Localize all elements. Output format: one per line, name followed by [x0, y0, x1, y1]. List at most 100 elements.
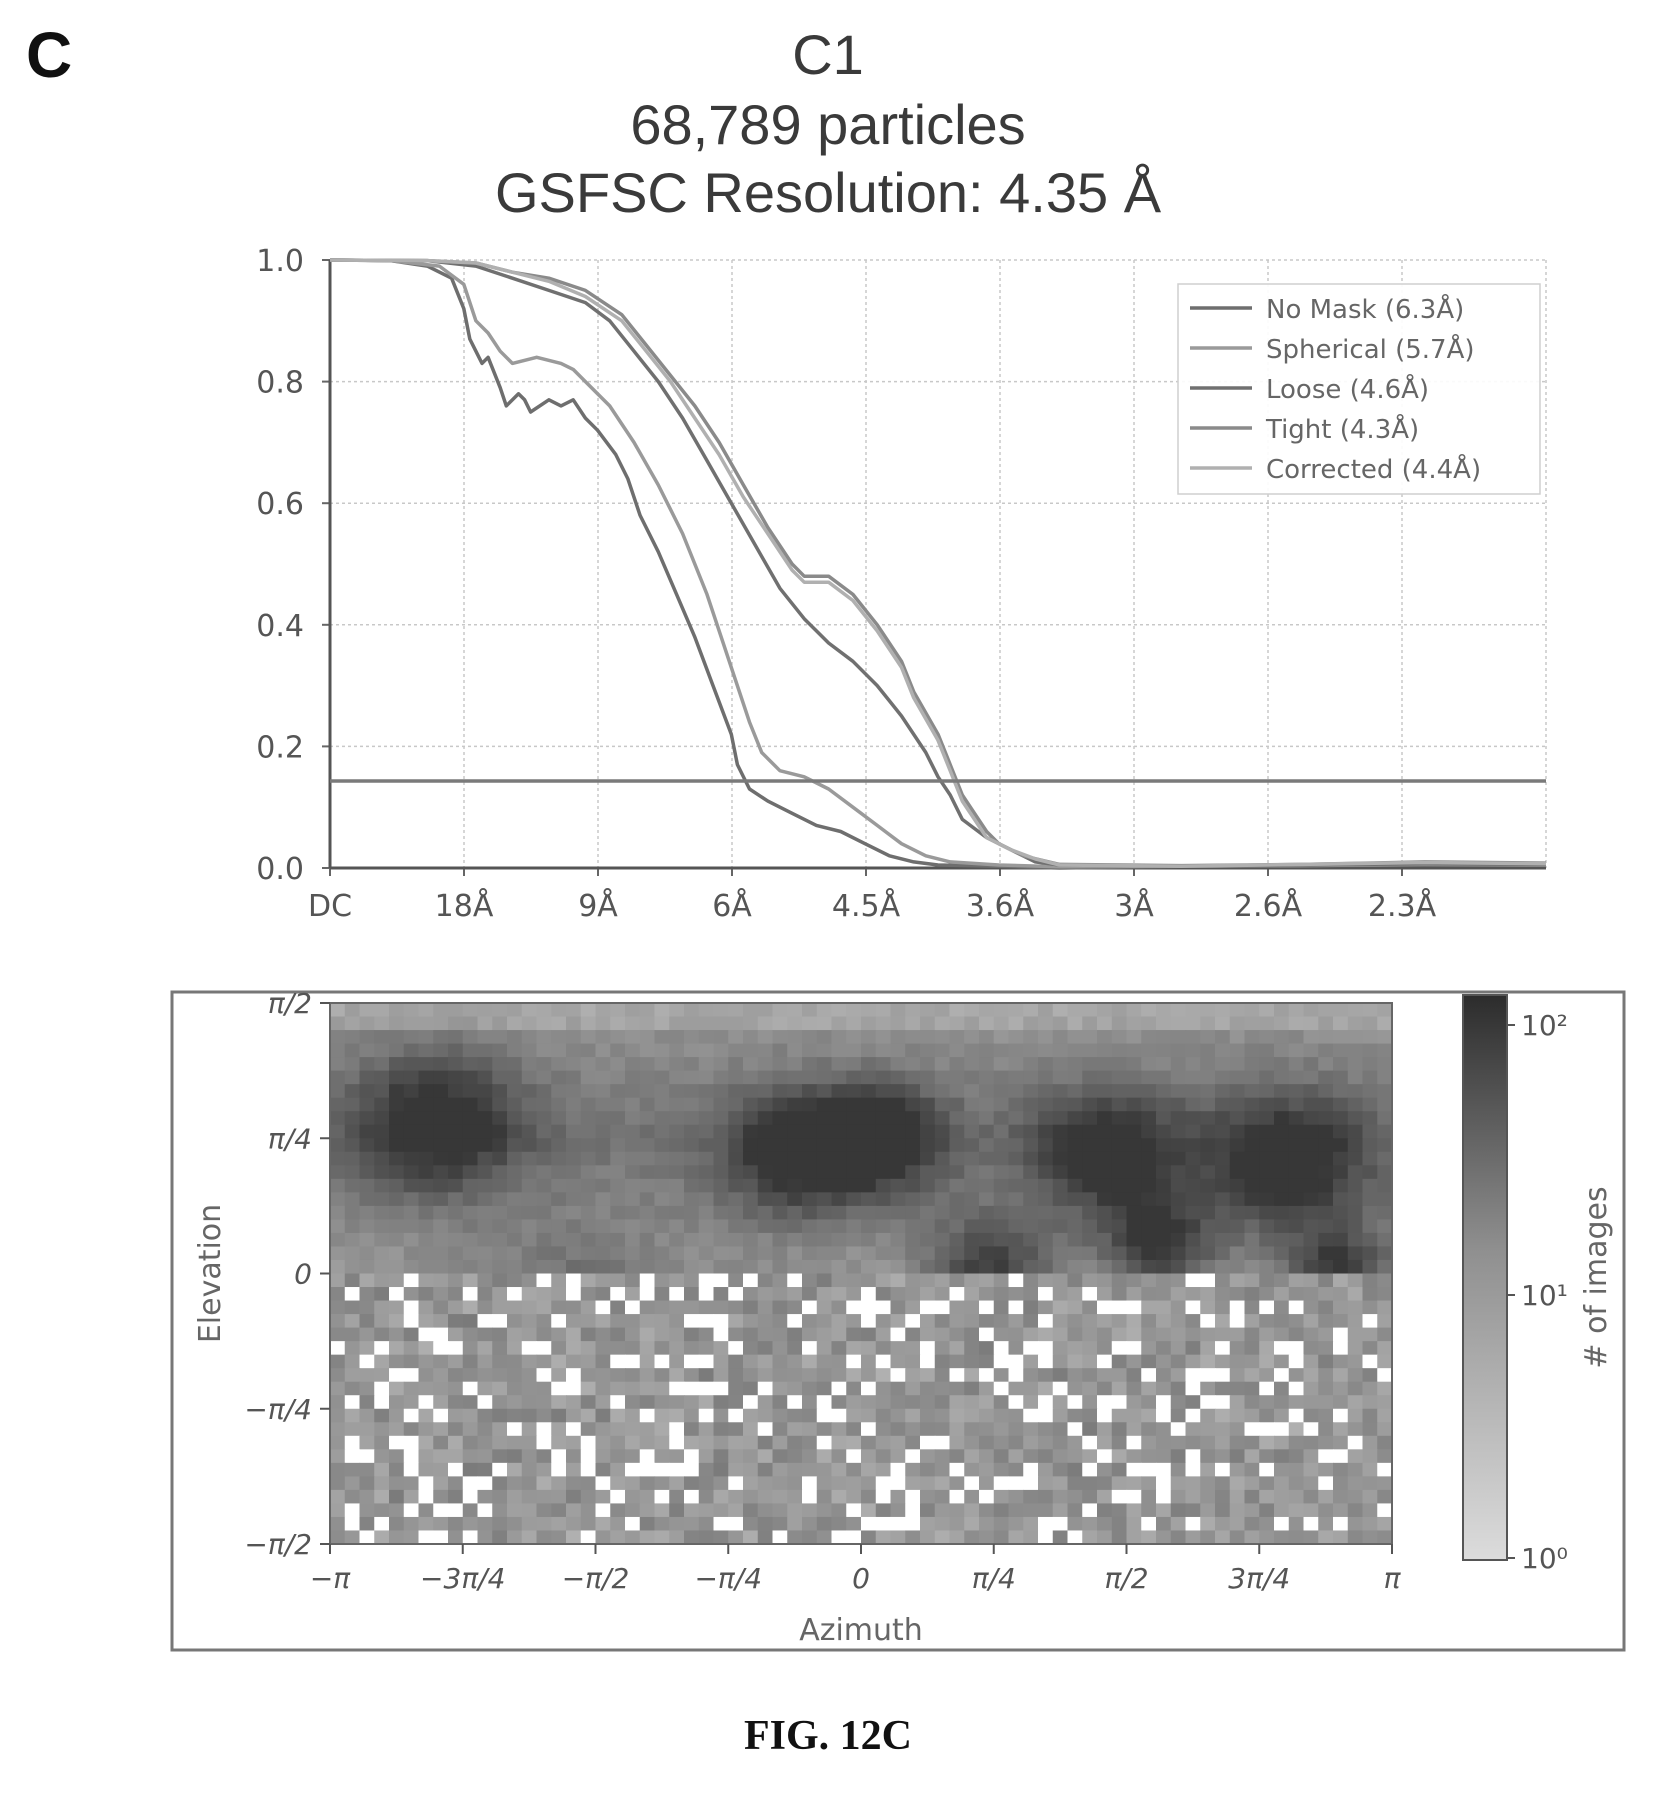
heatmap-cell	[846, 1408, 862, 1423]
heatmap-cell	[905, 1314, 921, 1329]
heatmap-cell	[1111, 1462, 1128, 1477]
heatmap-cell	[551, 1246, 567, 1261]
heatmap-cell	[1067, 1097, 1083, 1112]
heatmap-cell	[462, 1219, 479, 1234]
heatmap-cell	[684, 1287, 700, 1302]
heatmap-cell	[1141, 1016, 1157, 1031]
heatmap-cell	[580, 1368, 597, 1383]
heatmap-cell	[1333, 1219, 1349, 1234]
heatmap-cell	[1156, 1232, 1172, 1248]
heatmap-cell	[433, 1057, 449, 1072]
heatmap-cell	[521, 1084, 538, 1099]
heatmap-cell	[1082, 1138, 1098, 1153]
heatmap-cell	[1156, 1151, 1172, 1166]
heatmap-cell	[743, 1165, 759, 1180]
heatmap-cell	[654, 1178, 670, 1193]
heatmap-cell	[359, 1516, 375, 1532]
heatmap-cell	[831, 1111, 847, 1126]
heatmap-cell	[743, 1003, 759, 1018]
heatmap-cell	[861, 1287, 877, 1302]
heatmap-cell	[536, 1030, 552, 1045]
heatmap-cell	[1038, 1462, 1054, 1477]
heatmap-cell	[566, 1381, 582, 1396]
heatmap-cell	[1170, 1462, 1187, 1477]
heatmap-cell	[993, 1503, 1010, 1518]
heatmap-cell	[507, 1232, 523, 1248]
heatmap-cell	[359, 1381, 375, 1396]
heatmap-cell	[979, 1178, 995, 1193]
heatmap-cell	[1274, 1368, 1290, 1383]
heatmap-cell	[521, 1327, 538, 1342]
heatmap-cell	[1141, 1192, 1157, 1207]
heatmap-cell	[772, 1232, 788, 1248]
heatmap-cell	[1038, 1341, 1054, 1356]
heatmap-cell	[448, 1003, 464, 1018]
heatmap-cell	[610, 1476, 626, 1491]
heatmap-cell	[772, 1449, 788, 1464]
heatmap-cell	[802, 1395, 818, 1410]
heatmap-cell	[1170, 1003, 1187, 1018]
heatmap-cell	[1156, 1124, 1172, 1139]
heatmap-cell	[757, 1057, 774, 1072]
heatmap-cell	[1052, 1097, 1069, 1112]
heatmap-cell	[1111, 1192, 1128, 1207]
heatmap-cell	[905, 1259, 921, 1275]
heatmap-cell	[344, 1084, 361, 1099]
legend-label-0: No Mask (6.3Å)	[1266, 293, 1464, 325]
heatmap-cell	[1067, 1165, 1083, 1180]
heatmap-cell	[1288, 1138, 1305, 1153]
heatmap-cell	[1008, 1435, 1024, 1450]
heatmap-cell	[492, 1138, 508, 1153]
heatmap-cell	[728, 1016, 744, 1031]
heatmap-cell	[831, 1003, 847, 1018]
heatmap-cell	[610, 1503, 626, 1518]
heatmap-cell	[462, 1165, 479, 1180]
heatmap-cell	[1377, 1165, 1393, 1180]
heatmap-cell	[433, 1381, 449, 1396]
heatmap-cell	[551, 1138, 567, 1153]
heatmap-cell	[389, 1462, 405, 1477]
heatmap-cell	[1377, 1205, 1393, 1221]
heatmap-cell	[1333, 1408, 1349, 1423]
heatmap-cell	[787, 1070, 803, 1085]
heatmap-cell	[1067, 1368, 1083, 1383]
heatmap-cell	[610, 1192, 626, 1207]
heatmap-cell	[993, 1178, 1010, 1193]
heatmap-cell	[993, 1097, 1010, 1112]
heatmap-cell	[374, 1232, 390, 1248]
heatmap-cell	[403, 1057, 420, 1072]
heatmap-cell	[743, 1043, 759, 1058]
colorbar	[1462, 994, 1508, 1561]
heatmap-cell	[359, 1003, 375, 1018]
heatmap-cell	[1259, 1489, 1275, 1505]
heatmap-cell	[1038, 1124, 1054, 1139]
heatmap-cell	[639, 1165, 656, 1180]
heatmap-cell	[639, 1354, 656, 1369]
heatmap-cell	[1244, 1314, 1260, 1329]
heatmap-cell	[1082, 1368, 1098, 1383]
heatmap-cell	[684, 1165, 700, 1180]
heatmap-cell	[639, 1219, 656, 1234]
heatmap-cell	[979, 1449, 995, 1464]
heatmap-cell	[389, 1030, 405, 1045]
heatmap-cell	[1274, 1273, 1290, 1288]
heatmap-cell	[566, 1070, 582, 1085]
heatmap-cell	[1274, 1259, 1290, 1275]
heatmap-cell	[1082, 1327, 1098, 1342]
heatmap-cell	[1333, 1422, 1349, 1437]
heatmap-cell	[1111, 1151, 1128, 1166]
heatmap-cell	[1229, 1097, 1246, 1112]
heatmap-cell	[625, 1219, 641, 1234]
heatmap-cell	[344, 1192, 361, 1207]
heatmap-cell	[1097, 1516, 1113, 1532]
heatmap-cell	[595, 1408, 611, 1423]
heatmap-cell	[861, 1205, 877, 1221]
heatmap-cell	[964, 1165, 980, 1180]
heatmap-cell	[477, 1124, 493, 1139]
heatmap-cell	[1067, 1151, 1083, 1166]
heatmap-cell	[1082, 1178, 1098, 1193]
heatmap-cell	[861, 1449, 877, 1464]
heatmap-cell	[1185, 1408, 1201, 1423]
heatmap-cell	[330, 1097, 346, 1112]
heatmap-cell	[1318, 1368, 1334, 1383]
